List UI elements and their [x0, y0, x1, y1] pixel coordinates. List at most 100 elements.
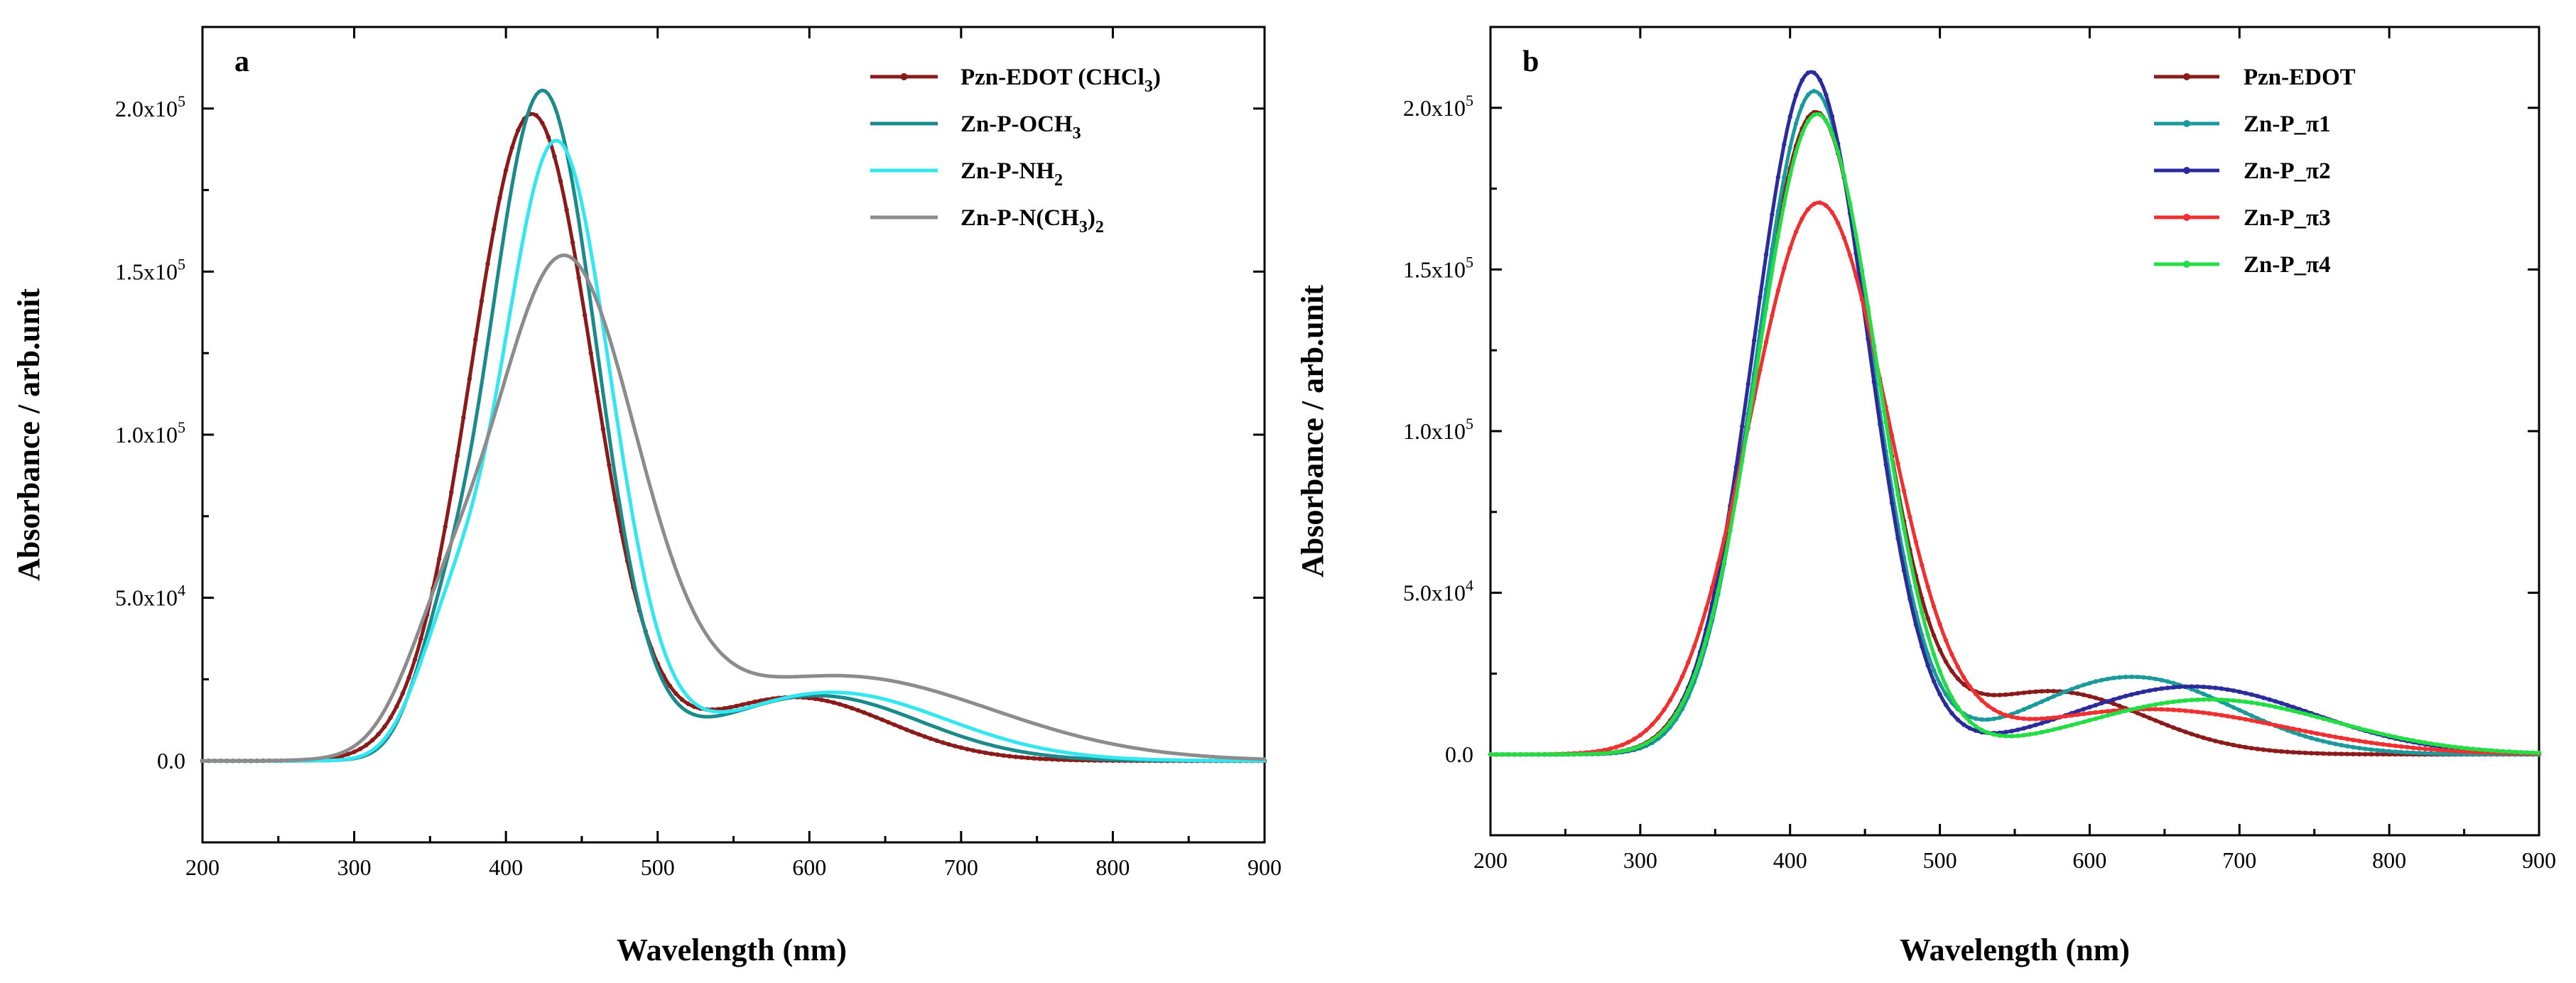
series-point — [1571, 751, 1577, 757]
series-point — [1554, 751, 1559, 757]
series-point — [583, 313, 588, 317]
series-point — [983, 750, 988, 756]
series-point — [2201, 710, 2206, 715]
series-point — [394, 704, 399, 709]
series-point — [1931, 678, 1937, 684]
series-point — [1812, 201, 1817, 207]
panel-label: a — [234, 45, 249, 78]
series-point — [2435, 751, 2440, 756]
series-point — [1937, 668, 1942, 674]
series-point — [2177, 698, 2182, 704]
series-point — [2009, 715, 2014, 719]
series-point — [1037, 756, 1043, 761]
series-point — [1566, 751, 1571, 757]
series-point — [2165, 685, 2170, 690]
series-point — [1800, 103, 1804, 109]
series-point — [953, 744, 958, 749]
series-line-1 — [200, 88, 1267, 763]
series-point — [2003, 712, 2008, 717]
series-point — [2255, 746, 2260, 751]
series-point — [1560, 751, 1565, 757]
series-point — [746, 700, 752, 706]
series-point — [1650, 722, 1655, 727]
series-point — [1728, 510, 1733, 515]
series-point — [1967, 726, 1972, 731]
series-point — [2321, 751, 2326, 756]
series-point — [1979, 691, 1984, 696]
series-point — [1746, 381, 1750, 386]
series-point — [2369, 729, 2374, 734]
series-point — [2344, 744, 2350, 749]
series-point — [1763, 340, 1769, 344]
series-point — [2021, 716, 2026, 721]
legend-marker — [900, 73, 908, 80]
series-point — [2153, 702, 2158, 707]
series-point — [1632, 737, 1637, 742]
series-point — [1985, 703, 1991, 708]
series-point — [1859, 268, 1865, 273]
series-point — [2369, 740, 2374, 745]
y-tick-label: 1.0x105 — [1403, 415, 1473, 444]
series-point — [2435, 747, 2440, 752]
series-point — [2135, 710, 2141, 716]
series-point — [1895, 536, 1900, 541]
series-point — [1662, 707, 1667, 712]
series-point — [2195, 697, 2200, 702]
series-point — [1608, 746, 1613, 751]
series-point — [1937, 681, 1942, 686]
series-point — [2021, 733, 2026, 738]
series-point — [2231, 688, 2236, 693]
series-point — [1733, 465, 1738, 470]
series-point — [2039, 721, 2045, 726]
series-point — [2339, 742, 2344, 748]
series-point — [1775, 288, 1780, 293]
series-point — [2117, 703, 2122, 709]
series-point — [2159, 678, 2164, 683]
series-point — [1907, 514, 1912, 520]
series-point — [1878, 422, 1883, 427]
series-point — [2381, 742, 2386, 747]
series-point — [2291, 726, 2296, 732]
series-point — [2213, 697, 2218, 702]
series-point — [2147, 715, 2152, 721]
series-point — [1997, 710, 2003, 715]
series-point — [1793, 121, 1799, 126]
series-point — [588, 351, 593, 356]
series-point — [1991, 707, 1996, 712]
legend-marker — [2183, 214, 2190, 221]
series-point — [412, 657, 418, 662]
series-point — [2165, 723, 2170, 728]
series-point — [1829, 131, 1834, 136]
series-point — [2051, 715, 2056, 720]
series-point — [1985, 730, 1991, 735]
series-point — [2261, 702, 2266, 707]
series-point — [2309, 713, 2314, 718]
series-point — [1530, 752, 1535, 757]
series-point — [2327, 751, 2332, 756]
series-point — [2039, 729, 2045, 735]
series-point — [2117, 710, 2122, 715]
series-point — [1883, 462, 1888, 467]
series-point — [2147, 688, 2152, 693]
series-point — [1955, 717, 1961, 722]
series-point — [2410, 738, 2416, 743]
series-point — [2393, 749, 2398, 754]
series-point — [2141, 675, 2146, 680]
series-point — [1871, 379, 1876, 385]
series-point — [2117, 695, 2122, 700]
series-point — [2279, 700, 2284, 706]
series-point — [2081, 693, 2087, 697]
series-point — [2375, 741, 2380, 746]
series-point — [825, 698, 830, 704]
x-tick-label: 300 — [337, 854, 372, 880]
series-point — [400, 690, 406, 696]
series-point — [1709, 614, 1715, 619]
y-tick-label: 1.5x105 — [1403, 253, 1473, 282]
y-tick-label: 5.0x104 — [1403, 577, 1473, 606]
series-point — [1746, 421, 1750, 427]
series-point — [437, 556, 442, 562]
series-point — [2243, 690, 2248, 695]
series-point — [2279, 724, 2284, 729]
series-point — [1931, 633, 1937, 638]
y-tick-label: 5.0x104 — [115, 582, 185, 611]
